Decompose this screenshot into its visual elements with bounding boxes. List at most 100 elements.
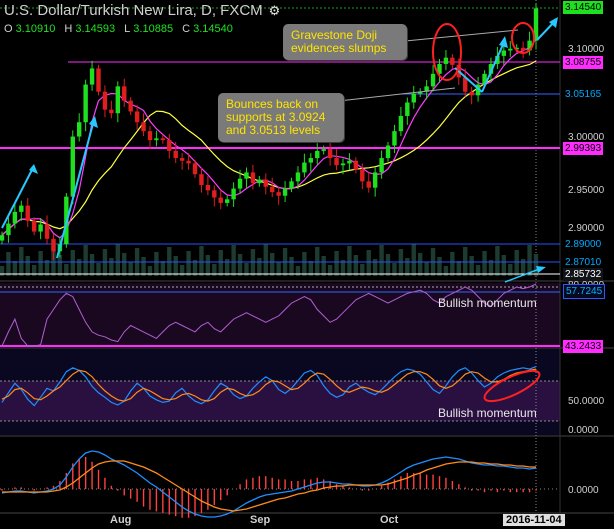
volume-bar <box>514 250 519 276</box>
candle-body <box>520 47 526 51</box>
candle-body <box>270 186 275 193</box>
candle-body <box>405 102 410 116</box>
candle-body <box>160 138 166 141</box>
candle-body <box>475 84 481 96</box>
low-value: 3.10885 <box>133 23 174 35</box>
candle-body <box>179 158 185 161</box>
candle-body <box>89 68 95 85</box>
candle-body <box>12 211 18 224</box>
candle-body <box>533 8 539 41</box>
volume-bar <box>475 265 481 276</box>
low-key: L <box>124 23 131 35</box>
candle-body <box>38 224 43 232</box>
moving-average-slow <box>1 60 537 236</box>
doji-callout-text: Gravestone Doji evidences slumps <box>291 28 387 55</box>
candle-body <box>212 190 217 198</box>
candle-body <box>353 160 359 170</box>
candle-body <box>443 57 449 64</box>
candle-body <box>199 174 204 185</box>
open-value: 3.10910 <box>15 23 56 35</box>
candle-body <box>6 223 11 236</box>
volume-bar <box>244 263 249 276</box>
candle-body <box>263 179 268 187</box>
settings-icon[interactable]: ⚙ <box>268 3 281 18</box>
high-value: 3.14593 <box>75 23 116 35</box>
candle-body <box>308 158 314 163</box>
stochastic-k-line <box>1 366 537 407</box>
macd-histogram <box>1 457 537 518</box>
stoch-0-label: 0.0000 <box>568 425 599 436</box>
volume-bar <box>12 261 18 276</box>
volume-bar <box>89 254 95 276</box>
last-price-label: 3.14540 <box>563 1 604 14</box>
volume-bar <box>417 253 423 276</box>
volume-bar <box>295 266 301 276</box>
rsi-arrow-head <box>536 266 546 273</box>
candle-body <box>392 131 397 146</box>
highlight-ellipse <box>511 22 535 54</box>
volume-bar <box>276 262 281 276</box>
candle-body <box>83 84 88 123</box>
volume-bar <box>257 258 262 276</box>
candle-body <box>218 197 223 203</box>
volume-bar <box>443 266 449 276</box>
rsi-43-label: 43.2433 <box>563 340 604 353</box>
x-tick-date: 2016-11-04 <box>503 514 565 526</box>
volume-bar <box>147 266 153 276</box>
price-level-2-99393: 2.99393 <box>563 142 604 155</box>
x-tick-aug: Aug <box>110 514 132 526</box>
symbol-title: U.S. Dollar/Turkish New Lira, D, FXCM <box>4 2 263 19</box>
volume-bar <box>424 262 429 276</box>
candle-body <box>482 73 487 85</box>
price-level-2-89000: 2.89000 <box>563 238 604 251</box>
volume-bar <box>218 250 223 276</box>
volume-bar <box>160 261 166 276</box>
candle-body <box>44 224 50 239</box>
candle-body <box>450 57 455 65</box>
stochastic-d-line <box>1 368 537 402</box>
volume-bar <box>450 252 455 276</box>
open-key: O <box>4 23 13 35</box>
volume-bar <box>411 244 416 276</box>
close-key: C <box>182 23 191 35</box>
candle-body <box>109 109 114 114</box>
macd-line <box>1 450 537 518</box>
volume-bar <box>57 255 63 276</box>
supports-callout-text: Bounces back on supports at 3.0924 and 3… <box>226 97 326 137</box>
volume-bar <box>31 265 37 276</box>
candle-body <box>302 162 307 173</box>
candle-body <box>31 220 37 232</box>
candle-body <box>417 91 423 94</box>
volume-bar <box>392 263 397 276</box>
volume-bar <box>199 246 204 276</box>
candle-body <box>96 68 101 92</box>
volume-bar <box>405 258 410 276</box>
volume-bar <box>109 258 114 276</box>
candle-body <box>315 150 320 159</box>
trend-arrows <box>1 17 558 259</box>
ohlc-readout: O 3.10910 H 3.14593 L 3.10885 C 3.14540 <box>4 23 239 35</box>
arrow-head <box>29 164 38 174</box>
candle-body <box>398 115 404 132</box>
volume-bar <box>192 260 198 276</box>
close-value: 3.14540 <box>193 23 233 35</box>
candle-body <box>488 63 494 74</box>
rsi-57-label: 57.7245 <box>563 284 606 299</box>
volume-bar <box>64 264 69 276</box>
volume-bar <box>83 245 88 276</box>
candle-body <box>379 158 384 173</box>
price-level-2-85732: 2.85732 <box>563 268 604 281</box>
candle-body <box>340 163 346 166</box>
volume-bar <box>77 259 82 276</box>
arrow-line <box>481 39 506 93</box>
price-level-3-08755: 3.08755 <box>563 56 604 69</box>
candle-body <box>70 136 75 197</box>
volume-bar <box>186 251 191 276</box>
candle-body <box>77 122 82 137</box>
callout-line <box>329 87 456 103</box>
candle-body <box>231 188 236 200</box>
volume-bar <box>308 261 314 276</box>
volume-bar <box>6 252 11 276</box>
volume-bar <box>482 251 487 276</box>
